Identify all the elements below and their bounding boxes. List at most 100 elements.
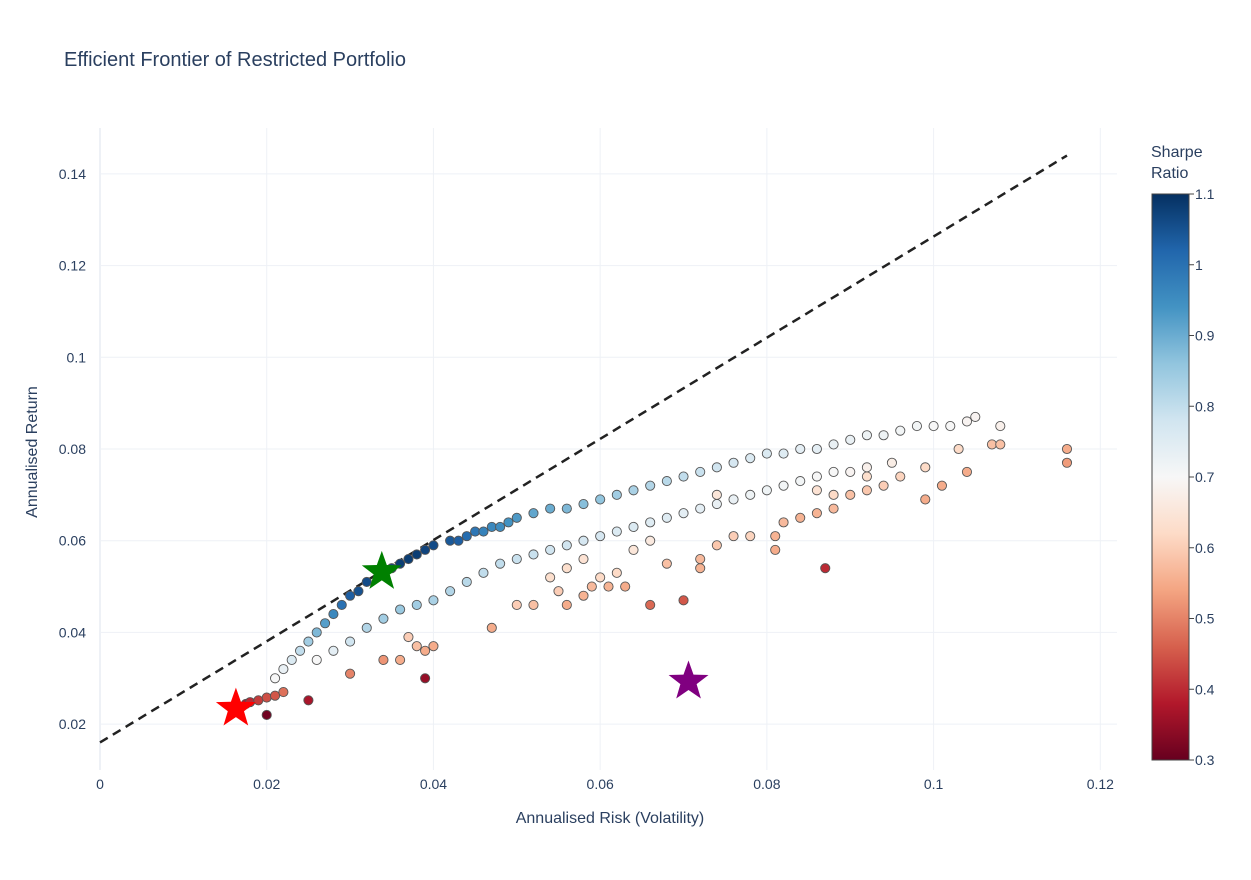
scatter-point [428,641,439,652]
scatter-point [378,654,389,665]
scatter-point [353,586,364,597]
scatter-point [453,535,464,546]
scatter-point [261,709,272,721]
scatter-point [828,466,839,477]
scatter-point [695,554,706,565]
scatter-point [303,636,314,647]
scatter-point [511,554,522,565]
scatter-point [895,425,906,436]
scatter-point [595,494,606,505]
scatter-point [253,695,264,706]
scatter-point [1061,457,1073,468]
scatter-point [770,544,781,555]
scatter-point [361,622,372,633]
scatter-point [611,526,622,537]
scatter-point [603,581,614,592]
other-star [668,660,709,699]
scatter-point [378,613,389,624]
colorbar-title-line2: Ratio [1151,165,1188,182]
scatter-point [395,604,406,615]
scatter-point [270,673,281,684]
scatter-point [395,654,406,665]
scatter-point [695,563,706,574]
x-tick-label: 0.12 [1087,776,1114,792]
scatter-point [861,430,872,441]
scatter-point [886,457,897,468]
scatter-point [428,540,439,551]
colorbar-tick-label: 0.5 [1195,611,1215,627]
scatter-point [895,471,906,482]
scatter-point [511,512,522,523]
colorbar-title-line1: Sharpe [1151,144,1203,161]
scatter-point [403,631,414,643]
colorbar-tick-label: 0.8 [1195,398,1215,414]
scatter-point [345,636,356,647]
colorbar-ticks: 0.3 0.4 0.5 0.6 0.7 0.8 0.9 1 1.1 [1189,186,1215,768]
scatter-point [845,466,856,477]
scatter-point [711,489,722,500]
scatter-point [578,535,589,546]
scatter-point [920,494,931,505]
scatter-point [361,576,372,588]
scatter-point [745,489,756,500]
scatter-point [411,641,422,652]
max-sharpe-star [361,550,402,589]
scatter-point [270,690,281,701]
scatter-point [328,645,339,656]
scatter-point [645,599,656,610]
colorbar-gradient [1151,193,1190,761]
scatter-point [861,485,872,496]
scatter-point [628,485,639,496]
frontier-points [240,411,1073,721]
scatter-point [795,512,806,523]
colorbar: Sharpe Ratio 0.3 0.4 0.5 0.6 0.7 0.8 0.9 1 1.1 [1151,144,1215,768]
scatter-point [795,476,806,487]
scatter-point [728,457,739,468]
x-tick-label: 0 [96,776,104,792]
y-tick-label: 0.06 [59,533,86,549]
scatter-point [486,622,497,633]
scatter-point [936,480,947,491]
scatter-point [828,503,839,514]
scatter-point [511,599,522,610]
scatter-point [553,586,564,597]
scatter-point [678,595,689,606]
scatter-point [645,535,656,546]
scatter-point [528,508,539,519]
scatter-point [778,480,789,491]
scatter-point [678,471,689,482]
y-tick-label: 0.02 [59,716,86,732]
scatter-point [845,434,856,445]
scatter-point [970,411,981,422]
y-tick-label: 0.12 [59,258,86,274]
scatter-point [728,531,739,542]
y-tick-label: 0.14 [59,166,86,182]
scatter-point [561,540,572,551]
scatter-point [470,526,481,537]
scatter-point [261,692,272,703]
scatter-point [920,462,931,473]
y-axis-ticks: 0.02 0.04 0.06 0.08 0.1 0.12 0.14 [59,166,86,732]
scatter-point [911,421,922,432]
scatter-point [961,416,973,427]
colorbar-tick-label: 1.1 [1195,186,1215,202]
scatter-point [286,654,297,665]
scatter-point [695,466,706,477]
scatter-point [845,489,856,500]
scatter-point [861,462,872,473]
chart-title: Efficient Frontier of Restricted Portfol… [64,49,406,71]
scatter-point [995,439,1006,450]
scatter-point [295,645,306,656]
scatter-point [811,508,822,519]
colorbar-tick-label: 0.3 [1195,752,1215,768]
scatter-point [761,485,772,496]
colorbar-tick-label: 1 [1195,257,1203,273]
scatter-point [778,448,789,459]
scatter-point [311,627,322,638]
scatter-point [770,531,781,542]
scatter-point [420,673,431,684]
scatter-point [678,508,689,519]
scatter-point [945,421,956,432]
scatter-point [661,512,672,523]
